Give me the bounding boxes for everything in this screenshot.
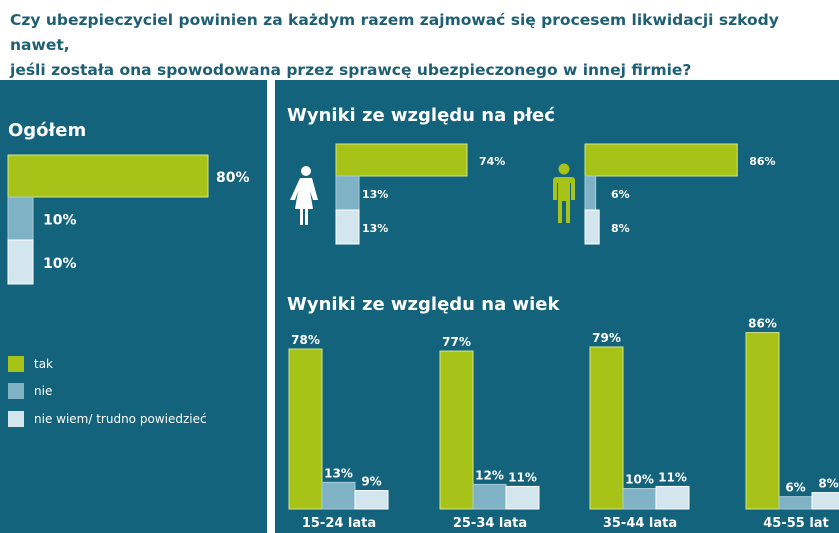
mężczyźni-bar-nie — [584, 175, 597, 211]
age-category-label: 45-55 lat — [763, 516, 829, 531]
overall-value-nie: 10% — [43, 213, 77, 229]
kobiety-value-nie: 13% — [362, 188, 388, 201]
age-value-nie-wiem: 11% — [658, 470, 687, 484]
age-bar-tak — [439, 350, 474, 510]
mężczyźni-value-tak: 86% — [749, 155, 775, 168]
question-line-2: jeśli została ona spowodowana przez spra… — [10, 61, 692, 79]
age-value-nie-wiem: 8% — [818, 477, 838, 491]
age-bar-nie — [778, 496, 813, 510]
age-value-nie: 6% — [785, 481, 805, 495]
question-line-1: Czy ubezpieczyciel powinien za każdym ra… — [10, 11, 779, 54]
age-value-nie: 10% — [625, 472, 654, 486]
legend-label-tak: tak — [34, 357, 53, 371]
overall-value-tak: 80% — [216, 170, 250, 186]
age-bar-tak — [589, 346, 624, 510]
overall-bar-nie — [7, 196, 34, 241]
age-bar-nie — [472, 483, 507, 510]
mężczyźni-value-nie-wiem: 8% — [611, 222, 630, 235]
question-title: Czy ubezpieczyciel powinien za każdym ra… — [10, 8, 835, 83]
legend-swatch-nie-wiem — [8, 411, 24, 427]
age-bar-nie — [321, 481, 356, 510]
mężczyźni-bar-tak — [584, 143, 738, 177]
mężczyźni-bar-nie-wiem — [584, 209, 600, 245]
age-value-nie: 13% — [324, 466, 353, 480]
kobiety-value-tak: 74% — [479, 155, 505, 168]
age-value-tak: 78% — [291, 333, 320, 347]
age-value-tak: 86% — [748, 317, 777, 331]
age-bar-tak — [745, 332, 780, 510]
kobiety-bar-nie-wiem — [335, 209, 360, 245]
age-bar-nie-wiem — [354, 490, 389, 510]
kobiety-bar-nie — [335, 175, 360, 211]
legend-swatch-nie — [8, 383, 24, 399]
age-bar-nie-wiem — [655, 485, 690, 510]
age-value-nie: 12% — [475, 468, 504, 482]
age-value-nie-wiem: 9% — [361, 475, 381, 489]
legend-label-nie: nie — [34, 384, 52, 398]
age-bar-nie — [622, 487, 657, 510]
mężczyźni-value-nie: 6% — [611, 188, 630, 201]
age-bar-nie-wiem — [505, 485, 540, 510]
age-category-label: 25-34 lata — [453, 516, 527, 531]
overall-bar-tak — [7, 154, 209, 198]
male-icon — [553, 163, 575, 223]
kobiety-value-nie-wiem: 13% — [362, 222, 388, 235]
age-value-tak: 77% — [442, 335, 471, 349]
age-value-nie-wiem: 11% — [508, 470, 537, 484]
legend-label-nie-wiem: nie wiem/ trudno powiedzieć — [34, 412, 207, 426]
age-bar-nie-wiem — [811, 492, 839, 510]
age-bar-tak — [288, 348, 323, 510]
kobiety-bar-tak — [335, 143, 468, 177]
overall-value-nie-wiem: 10% — [43, 256, 77, 272]
gender-title: Wyniki ze względu na płeć — [287, 105, 555, 126]
overall-title: Ogółem — [8, 120, 86, 141]
age-title: Wyniki ze względu na wiek — [287, 294, 560, 315]
female-icon — [290, 166, 318, 225]
legend-swatch-tak — [8, 356, 24, 372]
age-category-label: 35-44 lata — [603, 516, 677, 531]
overall-bar-nie-wiem — [7, 239, 34, 285]
age-value-tak: 79% — [592, 331, 621, 345]
age-category-label: 15-24 lata — [302, 516, 376, 531]
